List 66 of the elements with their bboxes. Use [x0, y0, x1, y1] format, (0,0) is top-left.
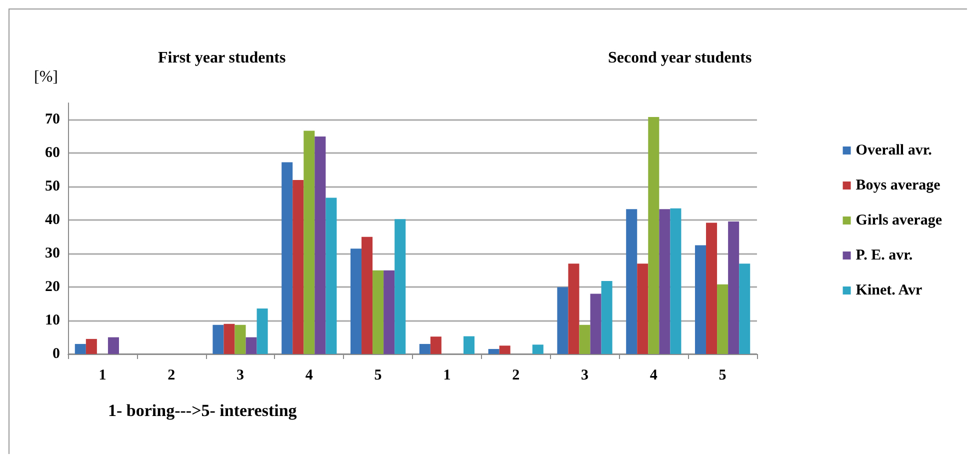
y-tick-label: 40: [45, 212, 60, 228]
bar: [659, 209, 670, 354]
bar: [292, 180, 304, 354]
legend-label: Kinet. Avr: [856, 282, 922, 298]
bar: [717, 284, 728, 354]
y-tick-label: 50: [45, 178, 60, 195]
text: First year students: [158, 50, 286, 66]
bar: [694, 245, 706, 354]
bar: [739, 264, 750, 354]
bar: [648, 117, 660, 354]
y-axis-title: [%]: [34, 68, 58, 86]
legend-label: Boys average: [856, 178, 941, 194]
bar: [326, 198, 337, 354]
bar: [626, 209, 638, 354]
bar: [224, 324, 235, 354]
x-tick-label: 5: [718, 368, 726, 384]
bar: [74, 344, 86, 354]
x-tick-label: 1: [98, 368, 106, 384]
bar: [463, 336, 475, 354]
bar: [557, 287, 568, 354]
text: Second year students: [608, 50, 752, 66]
x-tick-label: 4: [305, 368, 314, 384]
bar: [728, 221, 740, 354]
bar: [246, 337, 257, 354]
bar: [532, 344, 544, 354]
bar: [350, 248, 362, 354]
bar: [86, 338, 97, 354]
y-tick-label: 70: [45, 112, 60, 128]
bar: [394, 219, 406, 354]
x-tick-label: 2: [512, 368, 520, 384]
x-axis-title: 1- boring--->5- interesting: [108, 401, 298, 420]
legend-label: P. E. avr.: [856, 248, 913, 264]
bar: [601, 281, 612, 354]
bar: [372, 270, 384, 354]
bar: [488, 348, 500, 354]
bar: [384, 270, 395, 354]
bar: [670, 208, 682, 354]
bar: [362, 236, 373, 354]
bar: [314, 136, 326, 354]
x-tick-label: 3: [236, 368, 244, 384]
bar: [568, 264, 580, 354]
y-tick-label: 0: [52, 346, 60, 362]
x-tick-label: 5: [374, 368, 382, 384]
bar: [430, 336, 442, 354]
y-tick-label: 60: [45, 145, 60, 162]
bar: [499, 346, 510, 354]
bar: [108, 337, 119, 354]
bar: [234, 324, 246, 354]
legend-label: Overall avr.: [856, 142, 932, 158]
bar: [212, 324, 224, 354]
bar: [419, 344, 430, 354]
y-tick-label: 10: [45, 312, 60, 329]
x-tick-label: 4: [650, 368, 658, 384]
bar: [282, 162, 293, 354]
bar: [256, 308, 268, 354]
x-tick-label: 3: [581, 368, 588, 384]
bar: [304, 130, 315, 354]
bar: [579, 324, 590, 354]
bar: [637, 264, 648, 354]
x-tick-label: 1: [443, 368, 451, 384]
bar: [706, 222, 718, 354]
x-tick-label: 2: [168, 368, 176, 384]
y-tick-label: 30: [45, 246, 60, 262]
y-tick-label: 20: [45, 279, 60, 296]
legend-label: Girls average: [856, 212, 942, 228]
bar: [590, 294, 602, 354]
